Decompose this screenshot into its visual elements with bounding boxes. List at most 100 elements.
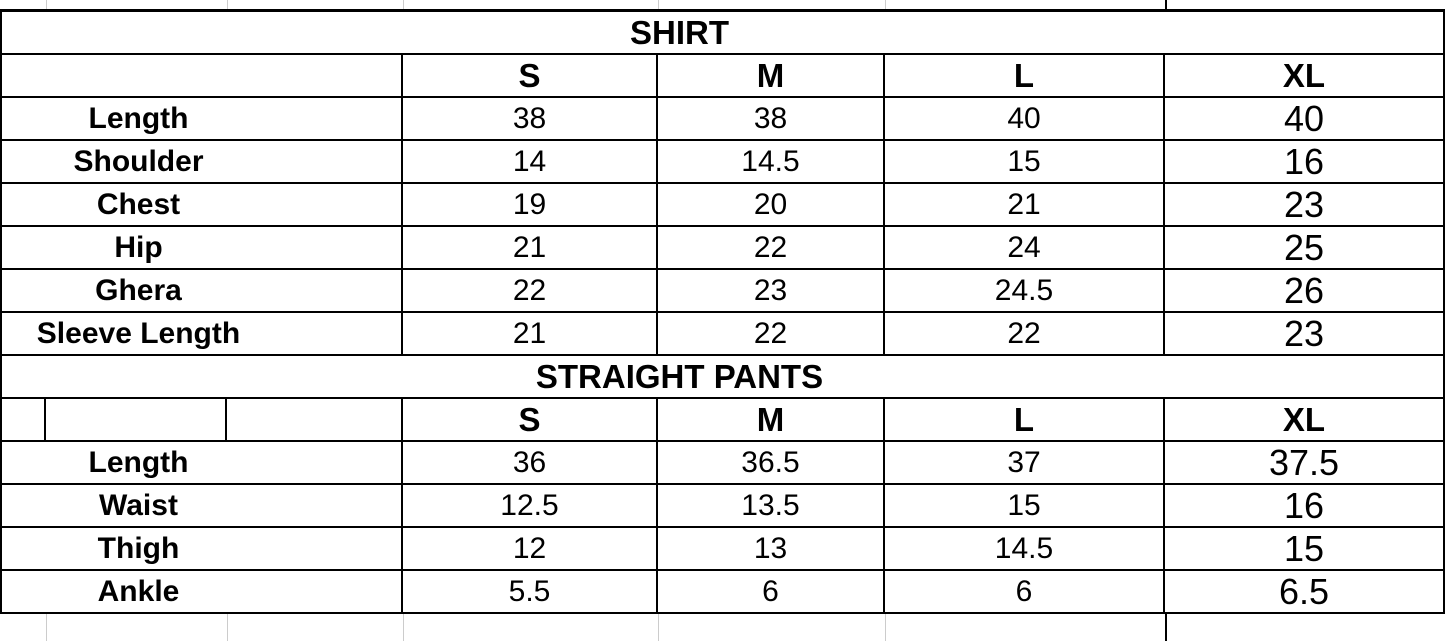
row-label-cell: Sleeve Length	[0, 313, 403, 356]
cell-value-l: 22	[885, 313, 1165, 356]
pants-column-header-m: M	[658, 399, 885, 442]
cell-value-l: 24.5	[885, 270, 1165, 313]
cell-value-m: 22	[658, 313, 885, 356]
cell-value-xl: 16	[1165, 141, 1445, 184]
gridline	[885, 614, 886, 641]
cell-value-s: 38	[403, 98, 658, 141]
shirt-column-header-xl: XL	[1165, 55, 1445, 98]
row-label-cell: Length	[0, 442, 403, 485]
empty-subcell	[2, 399, 46, 440]
shirt-column-header-m: M	[658, 55, 885, 98]
cell-value-l: 6	[885, 571, 1165, 614]
row-label-cell: Chest	[0, 184, 403, 227]
pants-row-thigh: Thigh 12 13 14.5 15	[0, 528, 1445, 571]
shirt-row-sleeve-length: Sleeve Length 21 22 22 23	[0, 313, 1445, 356]
shirt-column-header-s: S	[403, 55, 658, 98]
pants-row-ankle: Ankle 5.5 6 6 6.5	[0, 571, 1445, 614]
cell-value-s: 21	[403, 227, 658, 270]
shirt-header-empty-cell	[0, 55, 403, 98]
cell-value-l: 14.5	[885, 528, 1165, 571]
cell-value-m: 6	[658, 571, 885, 614]
gridline	[403, 614, 404, 641]
cell-value-xl: 23	[1165, 184, 1445, 227]
cell-value-l: 21	[885, 184, 1165, 227]
size-table: SHIRT S M L XL Length 38 38 40 40 Should…	[0, 9, 1445, 614]
row-label: Sleeve Length	[36, 316, 241, 350]
cell-value-m: 36.5	[658, 442, 885, 485]
cell-value-s: 36	[403, 442, 658, 485]
cell-value-s: 14	[403, 141, 658, 184]
cell-value-l: 15	[885, 485, 1165, 528]
cell-value-l: 37	[885, 442, 1165, 485]
cell-value-xl: 6.5	[1165, 571, 1445, 614]
pants-size-header-row: S M L XL	[0, 399, 1445, 442]
row-label-cell: Hip	[0, 227, 403, 270]
gridline	[46, 0, 47, 9]
gridline	[885, 0, 886, 9]
gridline	[658, 614, 659, 641]
gridline-dark	[1165, 614, 1167, 641]
gridline	[658, 0, 659, 9]
row-label: Shoulder	[73, 144, 204, 178]
row-label-cell: Thigh	[0, 528, 403, 571]
row-label: Length	[88, 101, 189, 135]
cell-value-s: 21	[403, 313, 658, 356]
cell-value-s: 5.5	[403, 571, 658, 614]
cell-value-xl: 25	[1165, 227, 1445, 270]
cell-value-s: 12	[403, 528, 658, 571]
row-label-cell: Shoulder	[0, 141, 403, 184]
shirt-row-hip: Hip 21 22 24 25	[0, 227, 1445, 270]
cell-value-s: 12.5	[403, 485, 658, 528]
cell-value-xl: 40	[1165, 98, 1445, 141]
bottom-partial-row	[0, 614, 1445, 641]
cell-value-s: 19	[403, 184, 658, 227]
shirt-row-shoulder: Shoulder 14 14.5 15 16	[0, 141, 1445, 184]
row-label-cell: Length	[0, 98, 403, 141]
row-label: Waist	[99, 488, 178, 522]
gridline-dark	[1165, 0, 1167, 9]
cell-value-l: 40	[885, 98, 1165, 141]
pants-title-cell: STRAIGHT PANTS	[0, 356, 1445, 399]
pants-column-header-s: S	[403, 399, 658, 442]
shirt-row-ghera: Ghera 22 23 24.5 26	[0, 270, 1445, 313]
shirt-title-row: SHIRT	[0, 12, 1445, 55]
row-label-cell: Waist	[0, 485, 403, 528]
shirt-title: SHIRT	[630, 13, 729, 51]
row-label: Thigh	[97, 531, 180, 565]
cell-value-xl: 16	[1165, 485, 1445, 528]
cell-value-m: 13.5	[658, 485, 885, 528]
pants-title: STRAIGHT PANTS	[535, 357, 824, 395]
pants-header-empty-cell	[0, 399, 403, 442]
cell-value-xl: 15	[1165, 528, 1445, 571]
shirt-row-chest: Chest 19 20 21 23	[0, 184, 1445, 227]
pants-row-length: Length 36 36.5 37 37.5	[0, 442, 1445, 485]
row-label-cell: Ghera	[0, 270, 403, 313]
gridline	[227, 0, 228, 9]
row-label: Ghera	[95, 273, 182, 307]
pants-row-waist: Waist 12.5 13.5 15 16	[0, 485, 1445, 528]
gridline	[227, 614, 228, 641]
row-label: Hip	[114, 230, 163, 264]
cell-value-xl: 37.5	[1165, 442, 1445, 485]
cell-value-m: 14.5	[658, 141, 885, 184]
top-partial-row	[0, 0, 1445, 9]
cell-value-m: 13	[658, 528, 885, 571]
cell-value-l: 15	[885, 141, 1165, 184]
gridline	[403, 0, 404, 9]
shirt-title-cell: SHIRT	[0, 12, 1445, 55]
row-label: Chest	[96, 187, 181, 221]
pants-column-header-l: L	[885, 399, 1165, 442]
cell-value-m: 20	[658, 184, 885, 227]
shirt-row-length: Length 38 38 40 40	[0, 98, 1445, 141]
cell-value-m: 22	[658, 227, 885, 270]
cell-value-m: 23	[658, 270, 885, 313]
empty-subcell	[227, 399, 401, 440]
cell-value-m: 38	[658, 98, 885, 141]
pants-title-row: STRAIGHT PANTS	[0, 356, 1445, 399]
cell-value-xl: 23	[1165, 313, 1445, 356]
shirt-column-header-l: L	[885, 55, 1165, 98]
pants-column-header-xl: XL	[1165, 399, 1445, 442]
cell-value-l: 24	[885, 227, 1165, 270]
cell-value-xl: 26	[1165, 270, 1445, 313]
